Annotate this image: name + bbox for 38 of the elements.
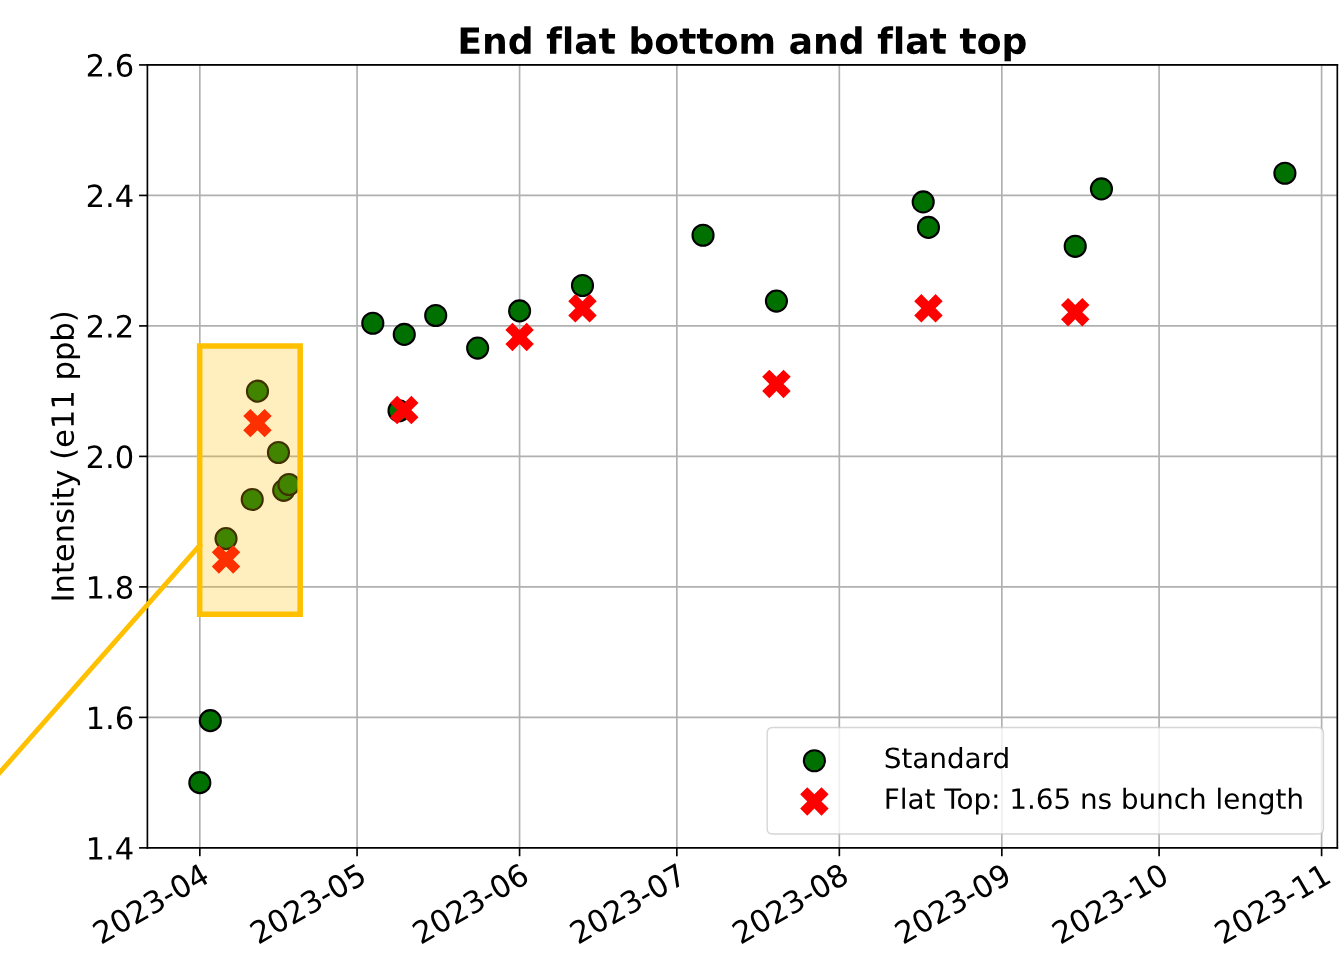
point — [505, 322, 534, 352]
y-tick-label: 1.6 — [88, 706, 133, 730]
point — [911, 190, 935, 214]
y-tick-label: 2.2 — [87, 314, 132, 338]
y-tick-label: 2.0 — [87, 445, 133, 469]
point — [188, 771, 212, 795]
y-tick-label: 2.6 — [87, 53, 133, 77]
legend-label: Standard — [885, 746, 1008, 769]
point — [764, 289, 788, 313]
point — [240, 487, 264, 512]
point — [245, 379, 270, 403]
point — [916, 215, 941, 239]
point — [691, 223, 715, 247]
point — [390, 395, 419, 425]
point — [198, 709, 222, 733]
point — [214, 527, 238, 551]
point — [570, 273, 595, 298]
y-tick-label: 2.4 — [87, 184, 133, 208]
legend-label: Flat Top: 1.65 ns bunch length — [886, 787, 1302, 815]
point — [424, 303, 448, 328]
point — [1060, 297, 1090, 327]
chart-title: End flat bottom and flat top — [460, 26, 1026, 62]
point — [568, 294, 597, 323]
y-axis-title: Intensity (e11 ppb) — [50, 312, 81, 600]
point — [361, 311, 385, 335]
point — [211, 545, 241, 574]
point — [1273, 161, 1297, 185]
point — [243, 408, 272, 438]
point — [1063, 234, 1087, 258]
point — [266, 440, 291, 465]
y-tick-label: 1.4 — [88, 837, 133, 860]
point — [1089, 177, 1114, 201]
point — [508, 299, 532, 323]
point — [466, 336, 490, 360]
point — [762, 369, 791, 399]
point — [392, 322, 416, 346]
y-tick-label: 1.8 — [88, 575, 133, 599]
point — [914, 294, 943, 323]
